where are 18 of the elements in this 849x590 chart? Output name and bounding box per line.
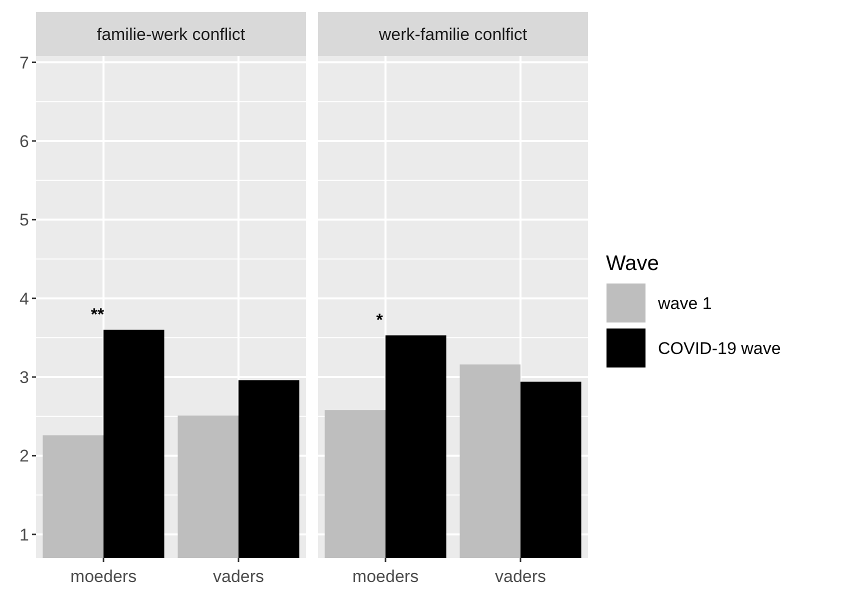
chart-title: familie-werk conflict (96, 25, 246, 44)
y-tick-label: 2 (20, 446, 29, 466)
x-tick-label: vaders (212, 567, 264, 586)
annotation: ** (90, 304, 104, 324)
x-tick-label: moeders (352, 567, 419, 586)
x-tick-label: moeders (70, 567, 137, 586)
y-tick-label: 6 (20, 132, 29, 151)
y-tick-label: 7 (20, 53, 29, 72)
legend-title: Wave (606, 252, 659, 275)
chart-title: werk-familie conlfict (378, 25, 528, 44)
y-tick-label: 4 (20, 289, 29, 308)
annotation: * (376, 310, 384, 330)
x-tick-label: vaders (494, 567, 546, 586)
legend-label: COVID-19 wave (658, 339, 781, 358)
legend-label: wave 1 (657, 294, 712, 313)
y-tick-label: 5 (20, 210, 29, 230)
y-tick-label: 3 (20, 368, 29, 388)
y-tick-label: 1 (20, 525, 29, 544)
